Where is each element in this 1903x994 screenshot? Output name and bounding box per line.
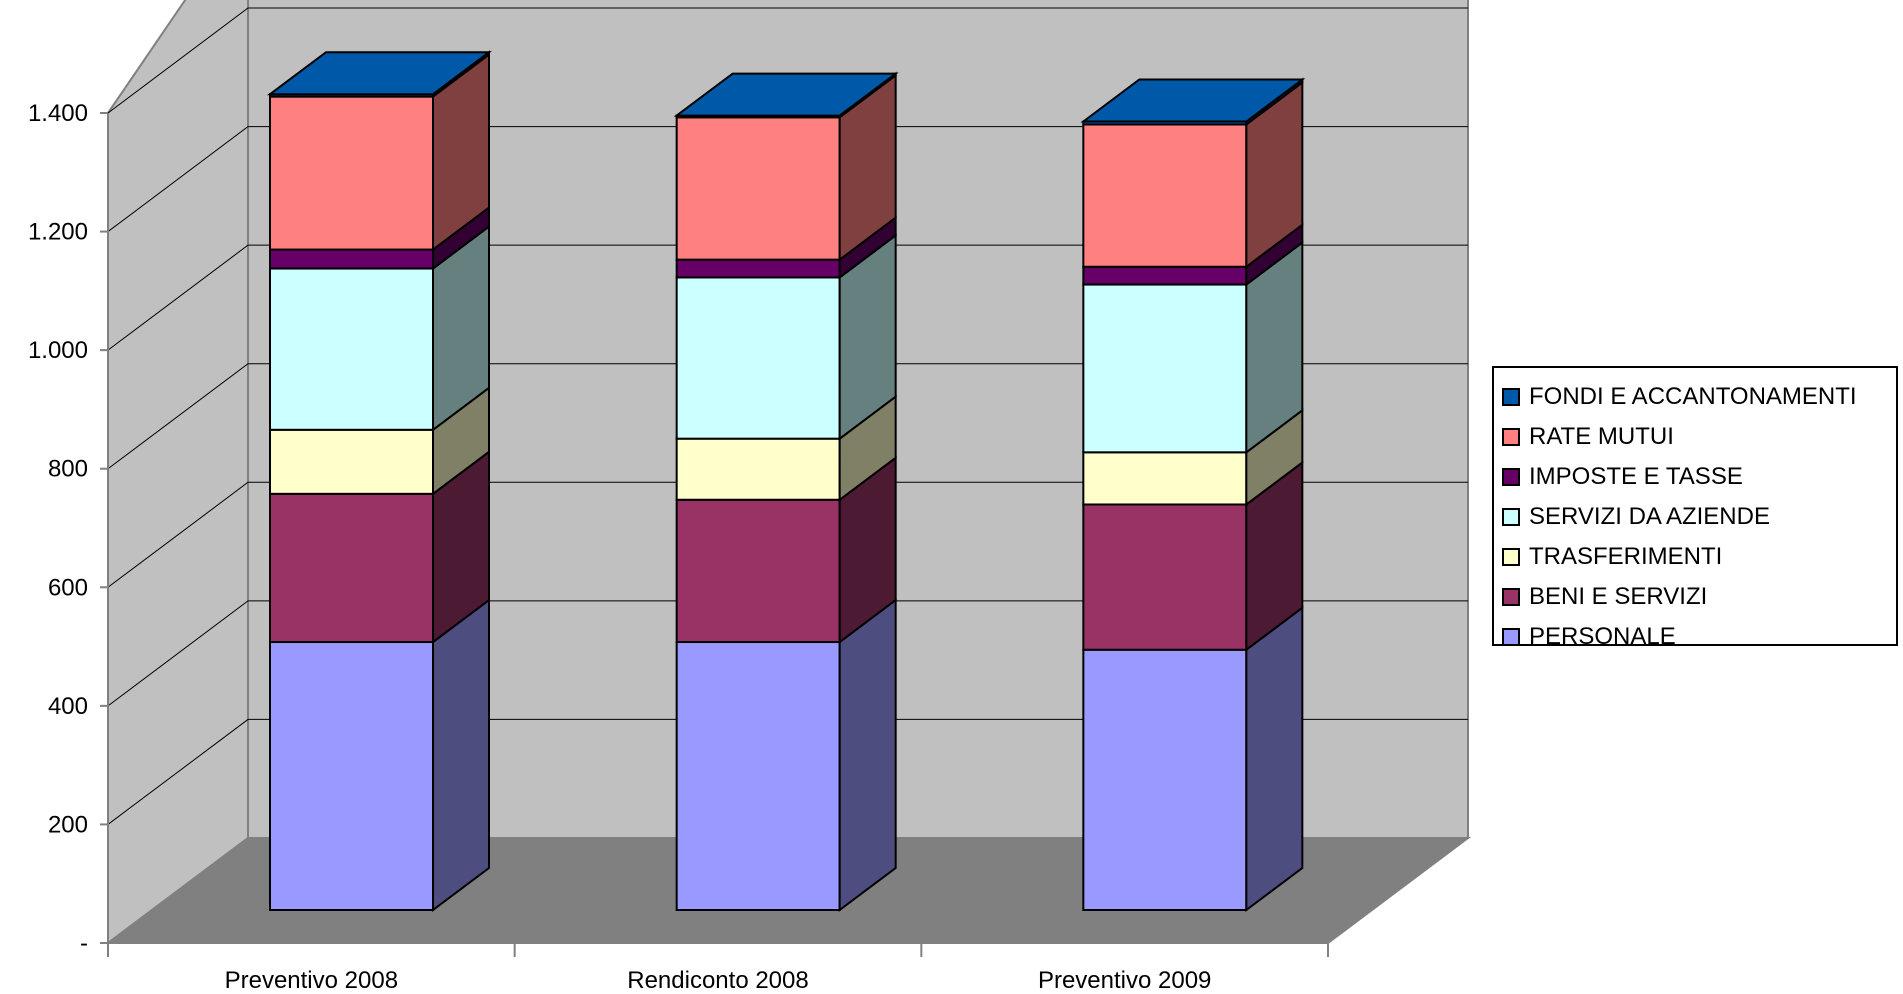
y-tick-label: - (80, 930, 88, 957)
legend: FONDI E ACCANTONAMENTI RATE MUTUI IMPOSTE … (1492, 366, 1898, 650)
legend-label: TRASFERIMENTI (1529, 543, 1722, 570)
gridline (107, 600, 1468, 707)
bar-segment-front (269, 248, 434, 270)
bar-segment-front (675, 116, 841, 261)
x-tick-label: Preventivo 2008 (225, 967, 398, 994)
x-tick-label: Preventivo 2009 (1038, 967, 1211, 994)
gridline (107, 244, 1468, 351)
axes: - 200 400 600 800 1.000 1.200 1.400 Preventivo 2… (28, 100, 1329, 994)
side-wall (107, 0, 249, 945)
legend-swatch (1502, 388, 1520, 406)
gridlines (107, 7, 1468, 825)
bar-segment-front (269, 95, 434, 251)
bar-segment-front (269, 641, 434, 911)
legend-label: PERSONALE (1529, 623, 1676, 650)
bar-segment-side (432, 598, 490, 912)
bar-top (266, 51, 493, 96)
bar-segment-front (1082, 123, 1248, 268)
gridline (107, 126, 1468, 232)
legend-swatch (1502, 548, 1520, 566)
y-tick-label: 1.000 (28, 337, 88, 364)
legend-swatch (1502, 588, 1520, 606)
bar-segment-front (269, 267, 434, 431)
bar-segment-front (675, 258, 841, 279)
legend-label: BENI E SERVIZI (1529, 583, 1707, 610)
legend-label: SERVIZI DA AZIENDE (1529, 503, 1770, 530)
bar-segment-side (838, 598, 897, 912)
bar-segment-front (675, 437, 841, 501)
bar-segment-front (675, 276, 841, 440)
bar-segment-front (675, 498, 841, 644)
bar-segment-front (269, 428, 434, 495)
y-tick-label: 400 (48, 693, 88, 720)
gridline (107, 7, 1468, 114)
legend-swatch (1502, 428, 1520, 446)
bar-top (673, 72, 899, 117)
gridline (107, 481, 1468, 588)
gridline (107, 718, 1468, 825)
y-tick-label: 1.200 (28, 219, 88, 246)
bar-segment-side (1245, 605, 1304, 912)
bar-segment-front (675, 641, 841, 911)
gridline (107, 363, 1468, 470)
bar-segment-front (1082, 503, 1248, 651)
legend-swatch (1502, 468, 1520, 486)
bar-top (1080, 78, 1306, 123)
legend-box (1492, 366, 1898, 646)
legend-label: IMPOSTE E TASSE (1529, 463, 1743, 490)
bars (266, 50, 1306, 912)
y-tick-label: 1.400 (28, 100, 88, 127)
legend-label: RATE MUTUI (1529, 423, 1674, 450)
bar-segment-front (1082, 265, 1248, 286)
legend-label: FONDI E ACCANTONAMENTI (1529, 383, 1857, 410)
y-tick-label: 600 (48, 574, 88, 601)
y-tick-label: 800 (48, 456, 88, 483)
y-tick-label: 200 (48, 811, 88, 838)
legend-swatch (1502, 628, 1520, 646)
x-tick-label: Rendiconto 2008 (627, 967, 808, 994)
bar-segment-front (269, 492, 434, 644)
bar-segment-front (1082, 283, 1248, 454)
bar-segment-front (1082, 451, 1248, 506)
legend-swatch (1502, 508, 1520, 526)
bar-segment-front (1082, 648, 1248, 911)
